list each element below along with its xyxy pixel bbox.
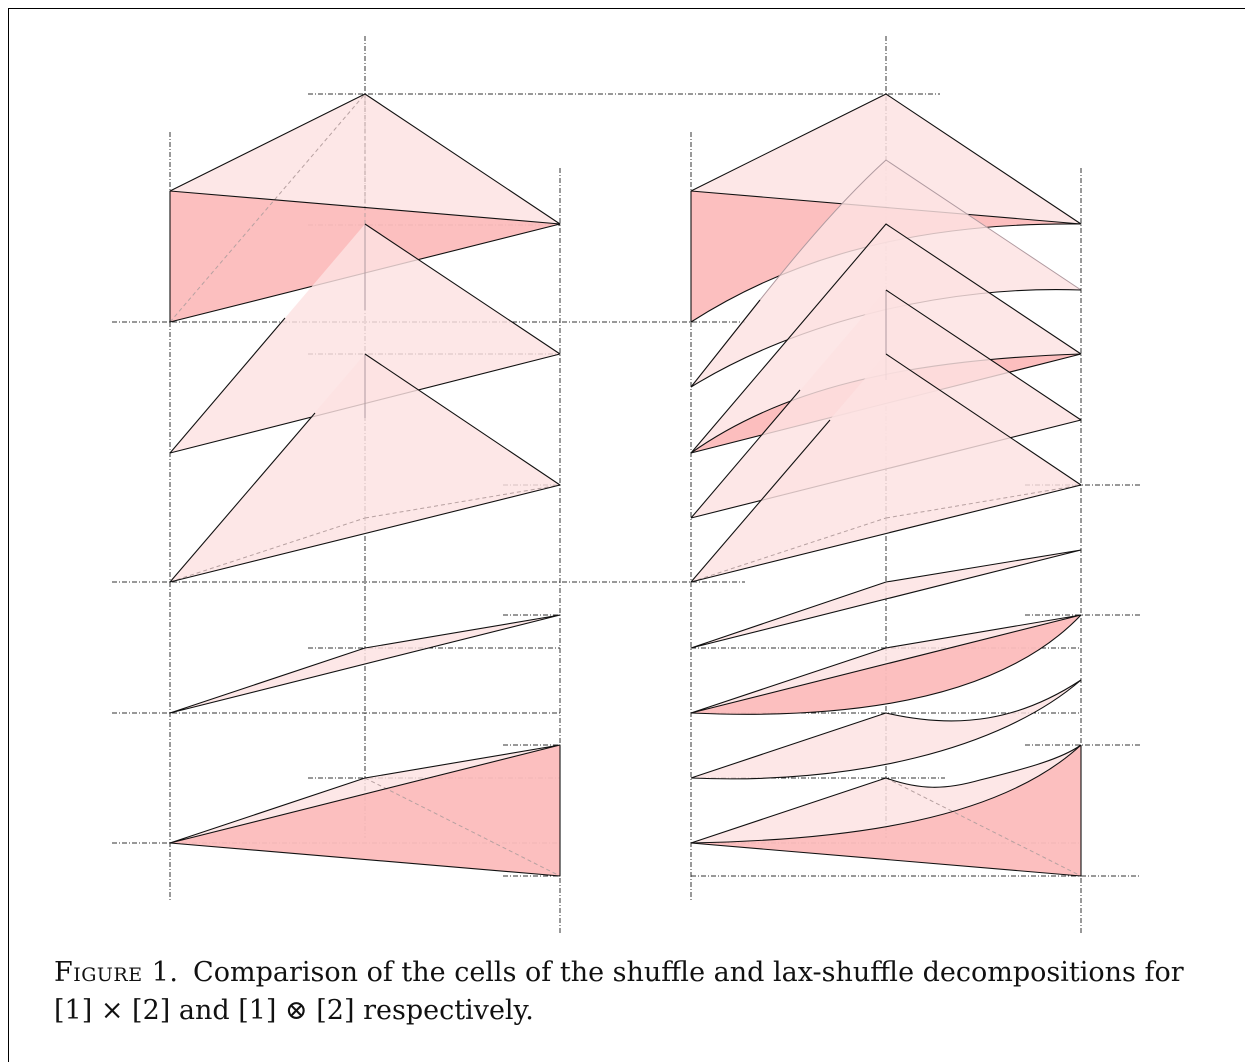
cell-lax-lens (690, 614, 1082, 715)
panel-lax-shuffle (690, 36, 1140, 935)
page-frame (8, 8, 1245, 1062)
cell-bottom-slab (169, 744, 561, 877)
cell-lax-wavy (690, 679, 1082, 780)
cell-lax-thin-1 (690, 549, 1082, 649)
figure-caption: Figure 1. Comparison of the cells of the… (54, 954, 1194, 1030)
cell-lax-top (690, 93, 1082, 323)
caption-label: Figure 1. (54, 957, 179, 988)
cell-tetrahedron-bottom (169, 353, 561, 583)
panel-shuffle (112, 36, 940, 935)
caption-text: Comparison of the cells of the shuffle a… (54, 957, 1184, 1026)
cell-tetrahedron-middle (169, 223, 561, 454)
cell-lax-bottom-slab (690, 744, 1082, 877)
cell-lax-e (690, 353, 1082, 583)
cell-thin-triangle (169, 614, 561, 714)
figure-diagram (112, 36, 1140, 935)
